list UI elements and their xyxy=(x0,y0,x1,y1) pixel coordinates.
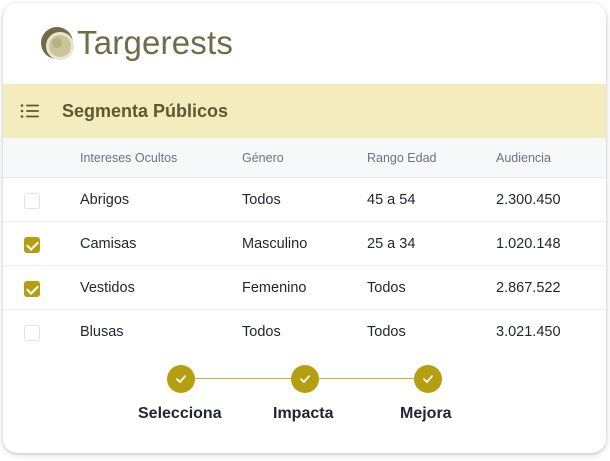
step-label-mejora: Mejora xyxy=(400,405,452,422)
step-check-icon[interactable] xyxy=(291,365,319,393)
row-checkbox[interactable] xyxy=(24,193,40,209)
cell-audience: 1.020.148 xyxy=(496,236,561,252)
list-icon[interactable] xyxy=(20,103,40,119)
table-row[interactable]: Vestidos Femenino Todos 2.867.522 xyxy=(3,266,606,310)
cell-interest: Abrigos xyxy=(80,192,130,208)
cell-interest: Vestidos xyxy=(80,280,135,296)
cell-audience: 3.021.450 xyxy=(496,324,561,340)
header-intereses: Intereses Ocultos xyxy=(80,151,178,165)
header-genero: Género xyxy=(242,151,284,165)
section-header: Segmenta Públicos xyxy=(3,84,606,138)
step-label-impacta: Impacta xyxy=(273,405,334,422)
row-checkbox[interactable] xyxy=(24,237,40,253)
header-audiencia: Audiencia xyxy=(496,151,551,165)
section-title: Segmenta Públicos xyxy=(62,100,229,121)
row-checkbox[interactable] xyxy=(24,325,40,341)
cell-gender: Todos xyxy=(242,324,281,340)
progress-steps: Selecciona Impacta Mejora xyxy=(3,363,606,423)
step-check-icon[interactable] xyxy=(414,365,442,393)
table-row[interactable]: Abrigos Todos 45 a 54 2.300.450 xyxy=(3,178,606,222)
cell-age: 25 a 34 xyxy=(367,236,416,252)
cell-gender: Todos xyxy=(242,192,281,208)
header-rango-edad: Rango Edad xyxy=(367,151,437,165)
table-header: Intereses Ocultos Género Rango Edad Audi… xyxy=(3,138,606,178)
cell-age: Todos xyxy=(367,280,406,296)
cell-audience: 2.867.522 xyxy=(496,280,561,296)
target-ring-icon xyxy=(41,27,74,60)
step-label-selecciona: Selecciona xyxy=(138,405,222,422)
cell-interest: Blusas xyxy=(80,324,124,340)
cell-gender: Masculino xyxy=(242,236,308,252)
table-row[interactable]: Blusas Todos Todos 3.021.450 xyxy=(3,310,606,354)
cell-gender: Femenino xyxy=(242,280,307,296)
cell-age: Todos xyxy=(367,324,406,340)
brand-name: Targerests xyxy=(77,24,234,61)
cell-audience: 2.300.450 xyxy=(496,192,561,208)
cell-interest: Camisas xyxy=(80,236,137,252)
step-check-icon[interactable] xyxy=(167,365,195,393)
table-row[interactable]: Camisas Masculino 25 a 34 1.020.148 xyxy=(3,222,606,266)
step-connector xyxy=(195,378,291,379)
cell-age: 45 a 54 xyxy=(367,192,416,208)
main-card: Targerests Segmenta Públicos Intereses O… xyxy=(3,3,606,453)
brand-logo: Targerests xyxy=(41,23,233,63)
row-checkbox[interactable] xyxy=(24,281,40,297)
step-connector xyxy=(319,378,414,379)
